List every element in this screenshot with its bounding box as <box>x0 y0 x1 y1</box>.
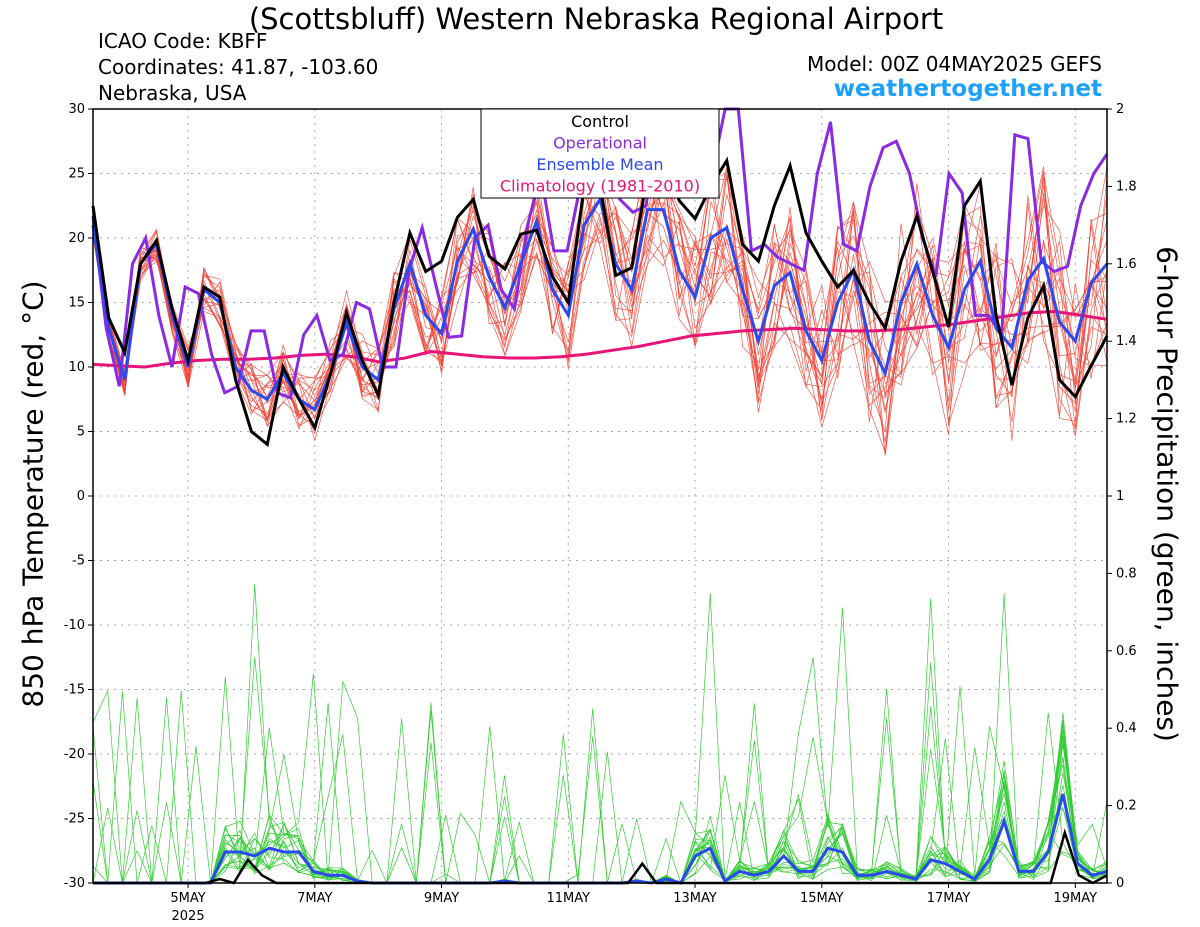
legend: Control Operational Ensemble Mean Climatolo… <box>480 108 720 199</box>
icao-code: ICAO Code: KBFF <box>98 29 268 53</box>
y-tick-label-left: 20 <box>68 231 85 246</box>
x-tick-label: 9MAY <box>424 891 459 906</box>
y-tick-label-left: 25 <box>68 167 85 182</box>
precipitation-member-line <box>93 584 1108 884</box>
y-tick-label-right: 1 <box>1116 489 1124 504</box>
y-tick-label-right: 2 <box>1116 102 1124 117</box>
precipitation-member-line <box>92 598 1108 884</box>
y-tick-label-left: -20 <box>64 747 85 762</box>
legend-entry: Operational <box>553 134 647 153</box>
y-tick-label-left: 15 <box>68 296 85 311</box>
temperature-member-line <box>92 157 1108 435</box>
y-tick-label-right: 1.6 <box>1116 257 1137 272</box>
x-tick-label: 5MAY <box>170 891 205 906</box>
precip-control-line <box>93 828 1108 885</box>
y-tick-label-left: -25 <box>64 812 85 827</box>
x-tick-sublabel: 2025 <box>172 909 205 924</box>
y-tick-label-left: -15 <box>64 683 85 698</box>
y-tick-label-left: 5 <box>77 425 85 440</box>
grid <box>93 109 1107 883</box>
precipitation-member-line <box>92 718 1108 884</box>
legend-entry: Ensemble Mean <box>536 155 663 174</box>
precipitation-member-line <box>93 593 1108 884</box>
legend-entry: Climatology (1981-2010) <box>500 177 700 196</box>
y-tick-label-left: -5 <box>72 554 85 569</box>
x-tick-label: 11MAY <box>547 891 591 906</box>
temperature-member-line <box>92 192 1108 420</box>
temp-ensemble-mean-line <box>91 195 1109 412</box>
x-tick-label: 7MAY <box>297 891 332 906</box>
ensemble-members <box>92 143 1108 884</box>
y-tick-label-right: 1.8 <box>1116 179 1137 194</box>
region: Nebraska, USA <box>98 81 247 105</box>
y-tick-label-left: 30 <box>68 102 85 117</box>
precipitation-member-line <box>92 593 1108 884</box>
y-tick-label-right: 0.6 <box>1116 644 1137 659</box>
y-tick-label-left: 10 <box>68 360 85 375</box>
x-tick-label: 13MAY <box>673 891 717 906</box>
precipitation-member-line <box>93 708 1108 884</box>
y-tick-label-left: -30 <box>64 876 85 891</box>
y-tick-label-left: 0 <box>77 489 85 504</box>
y-tick-label-right: 0.8 <box>1116 566 1137 581</box>
x-tick-label: 15MAY <box>800 891 844 906</box>
precipitation-member-line <box>93 673 1108 884</box>
y-tick-label-left: -10 <box>64 618 85 633</box>
site-link[interactable]: weathertogether.net <box>833 76 1102 102</box>
y-tick-label-right: 1.4 <box>1116 334 1137 349</box>
y-tick-label-right: 0.4 <box>1116 721 1137 736</box>
axes: 302520151050-5-10-15-20-25-3021.81.61.41… <box>64 102 1137 924</box>
x-tick-label: 17MAY <box>927 891 971 906</box>
y-tick-label-right: 0.2 <box>1116 799 1137 814</box>
model-run: Model: 00Z 04MAY2025 GEFS <box>807 52 1102 76</box>
legend-box <box>480 108 720 199</box>
y-tick-label-right: 0 <box>1116 876 1124 891</box>
coordinates: Coordinates: 41.87, -103.60 <box>98 55 379 79</box>
y-tick-label-right: 1.2 <box>1116 412 1137 427</box>
chart-title: (Scottsbluff) Western Nebraska Regional … <box>248 2 944 36</box>
x-tick-label: 19MAY <box>1054 891 1098 906</box>
legend-entry: Control <box>571 112 629 131</box>
